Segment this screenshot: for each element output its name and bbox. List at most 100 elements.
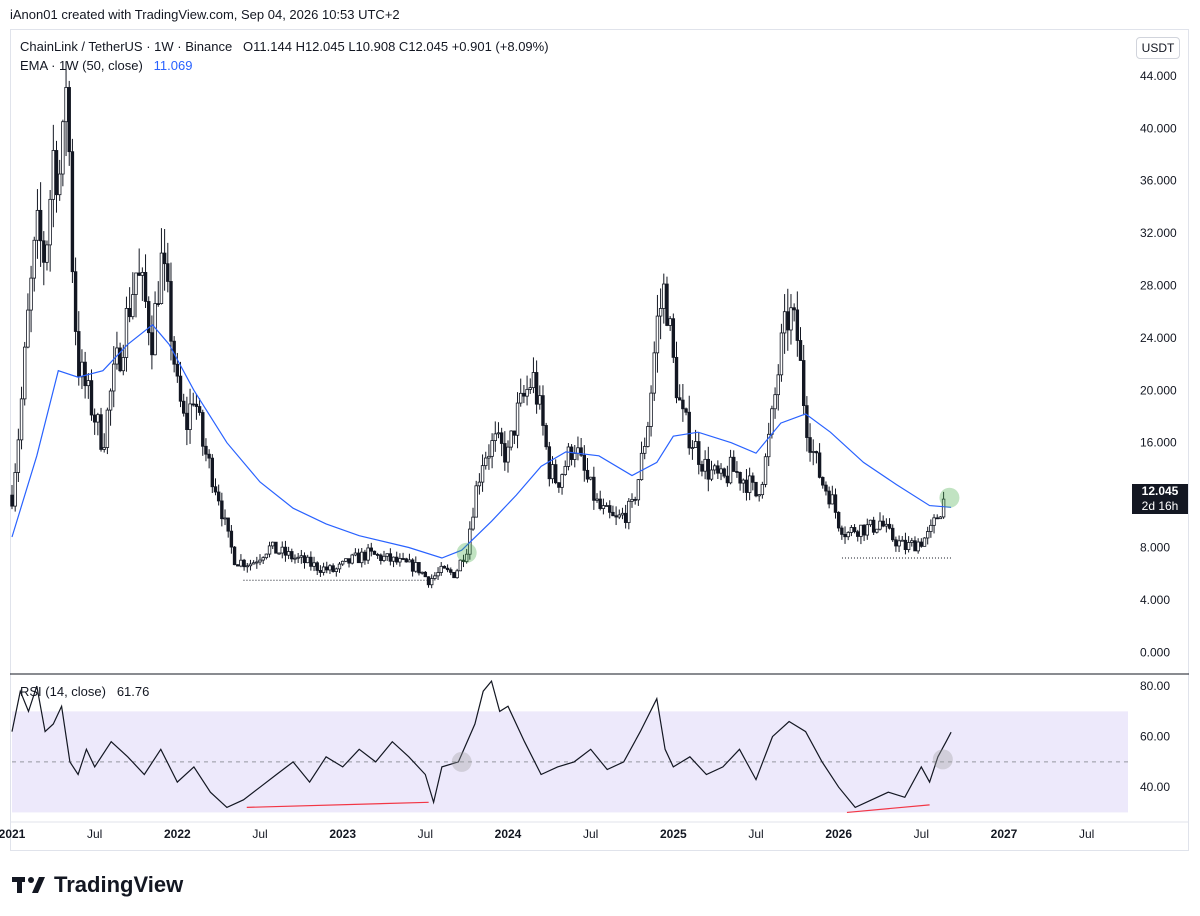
candle-body — [614, 515, 618, 518]
candle-body — [627, 500, 631, 523]
candle-body — [821, 476, 825, 486]
tradingview-logo[interactable]: TradingView — [12, 872, 183, 898]
currency-button[interactable]: USDT — [1136, 37, 1180, 59]
candle-body — [407, 559, 412, 563]
candle-body — [216, 491, 221, 502]
candle-body — [833, 494, 838, 513]
candle-body — [576, 447, 580, 454]
rsi-divergence-line — [846, 804, 930, 814]
candle-body — [830, 494, 835, 505]
candle-body — [840, 527, 844, 535]
ema-legend: EMA · 1W (50, close) 11.069 — [20, 58, 192, 73]
rsi-tick-label: 60.00 — [1140, 730, 1170, 744]
candle-body — [541, 395, 545, 426]
candle-body — [271, 541, 275, 547]
candle-body — [782, 311, 787, 334]
candle-body — [503, 443, 507, 463]
rsi-tick-label: 80.00 — [1140, 679, 1170, 693]
candle-body — [665, 283, 669, 326]
candle-body — [658, 308, 663, 317]
candle-body — [929, 524, 933, 532]
time-tick-label: 2022 — [164, 827, 191, 841]
candle-body — [395, 556, 399, 563]
candle-body — [248, 563, 253, 567]
candle-body — [445, 567, 450, 571]
candle-body — [80, 361, 84, 378]
candle-body — [140, 271, 145, 276]
candle-body — [261, 557, 265, 561]
candle-body — [725, 475, 730, 484]
candle-body — [13, 472, 17, 507]
ema-label[interactable]: EMA · 1W (50, close) — [20, 58, 143, 73]
ema-line — [11, 323, 952, 559]
candle-body — [655, 315, 660, 354]
candle-body — [96, 414, 100, 423]
candle-body — [147, 301, 151, 334]
candle-body — [767, 433, 771, 458]
candle-body — [754, 481, 758, 497]
candle-body — [181, 400, 186, 414]
candle-body — [449, 569, 453, 573]
candle-body — [881, 520, 885, 527]
time-tick-label: 2027 — [991, 827, 1018, 841]
candle-body — [267, 545, 272, 555]
time-tick-label: Jul — [583, 827, 598, 841]
candle-body — [70, 151, 75, 273]
candle-body — [197, 406, 202, 413]
candle-body — [19, 398, 24, 441]
candle-body — [388, 553, 393, 562]
candle-body — [534, 372, 539, 405]
candle-body — [286, 551, 291, 556]
candle-body — [687, 411, 691, 449]
last-price: 12.045 — [1141, 484, 1179, 498]
candle-body — [824, 484, 828, 492]
tradingview-logo-icon — [12, 877, 45, 893]
ohlc-values: O11.144 H12.045 L10.908 C12.045 +0.901 (… — [243, 39, 549, 54]
candle-body — [458, 559, 463, 572]
price-tick-label: 32.000 — [1140, 226, 1177, 240]
candle-body — [477, 481, 482, 487]
candle-body — [423, 571, 428, 578]
candle-body — [719, 468, 723, 474]
candle-body — [553, 464, 558, 484]
price-tick-label: 8.000 — [1140, 541, 1170, 555]
candle-body — [86, 380, 91, 387]
candle-body — [344, 558, 348, 562]
price-tick-label: 4.000 — [1140, 593, 1170, 607]
symbol-title[interactable]: ChainLink / TetherUS · 1W · Binance — [20, 39, 233, 54]
candle-body — [913, 540, 917, 552]
candle-body — [652, 352, 656, 394]
rsi-label[interactable]: RSI (14, close) — [20, 684, 106, 699]
time-tick-label: 2021 — [0, 827, 26, 841]
candle-body — [414, 562, 418, 572]
candle-body — [105, 409, 110, 448]
candle-body — [493, 433, 497, 441]
candle-body — [671, 318, 676, 358]
candle-body — [242, 559, 246, 568]
candle-body — [550, 464, 555, 480]
candle-body — [786, 311, 790, 331]
price-tick-label: 20.000 — [1140, 383, 1177, 397]
candle-body — [461, 559, 466, 562]
candle-body — [340, 560, 345, 565]
candle-body — [639, 452, 644, 481]
candle-body — [598, 498, 602, 509]
price-tick-label: 28.000 — [1140, 278, 1177, 292]
candle-body — [871, 519, 876, 533]
candle-body — [305, 556, 310, 564]
candle-body — [232, 546, 237, 566]
candle-body — [779, 332, 784, 376]
candle-body — [347, 558, 351, 564]
candle-body — [636, 479, 641, 501]
bar-countdown: 2d 16h — [1141, 499, 1179, 513]
chart-frame[interactable] — [10, 29, 1189, 851]
time-tick-label: 2026 — [825, 827, 852, 841]
candle-body — [595, 498, 599, 501]
candle-body — [519, 392, 523, 404]
candle-body — [878, 520, 882, 530]
candle-body — [372, 550, 377, 555]
candle-body — [23, 346, 27, 400]
candle-body — [795, 309, 800, 341]
candle-body — [792, 307, 796, 311]
